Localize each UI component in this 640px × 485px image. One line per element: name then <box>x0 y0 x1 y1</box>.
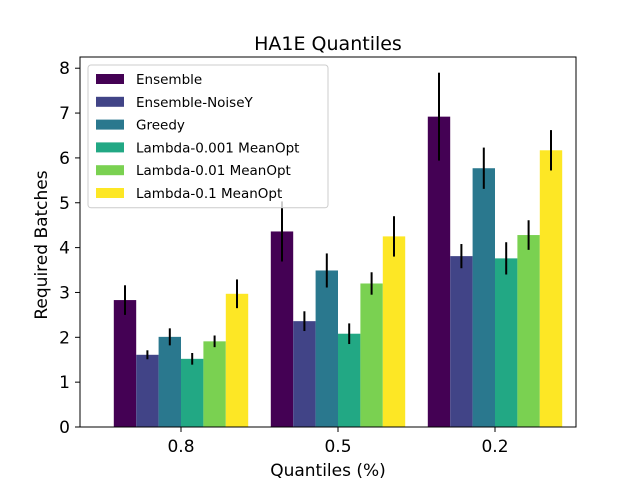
legend-label: Lambda-0.01 MeanOpt <box>136 163 291 179</box>
bars-layer <box>113 116 563 427</box>
legend-box <box>87 64 329 209</box>
axes-layer: 0 1 2 3 4 5 6 7 8 0.8 0.5 0.2 <box>59 56 577 457</box>
y-tick-label: 2 <box>59 328 70 348</box>
y-tick-label: 1 <box>59 373 70 393</box>
error-bars-layer <box>124 72 552 365</box>
legend-label: Ensemble-NoiseY <box>136 95 254 111</box>
legend-label: Lambda-0.1 MeanOpt <box>136 186 282 202</box>
legend-swatch <box>96 74 124 84</box>
bar-lambda-0-1-meanopt-0.8 <box>225 293 249 427</box>
bar-ensemble-noisey-0.8 <box>136 354 159 427</box>
bar-lambda-0-001-meanopt-0.5 <box>338 333 361 427</box>
bar-ensemble-noisey-0.2 <box>450 256 473 427</box>
bar-lambda-0-01-meanopt-0.2 <box>517 235 540 427</box>
y-tick-label: 5 <box>59 194 70 214</box>
bar-greedy-0.8 <box>158 336 181 427</box>
y-tick-label: 0 <box>59 418 70 438</box>
x-tick-label: 0.2 <box>481 437 508 457</box>
legend: Ensemble Ensemble-NoiseY Greedy Lambda-0.00… <box>87 64 329 209</box>
bar-ensemble-noisey-0.5 <box>293 321 316 427</box>
bar-lambda-0-001-meanopt-0.8 <box>181 358 204 427</box>
bar-ensemble-0.5 <box>270 231 294 427</box>
legend-label: Lambda-0.001 MeanOpt <box>136 140 299 156</box>
legend-swatch <box>96 188 124 198</box>
y-tick-label: 7 <box>59 104 70 124</box>
chart-title: HA1E Quantiles <box>254 33 402 55</box>
x-tick-label: 0.8 <box>167 437 194 457</box>
bar-greedy-0.5 <box>315 270 338 427</box>
legend-swatch <box>96 142 124 153</box>
bar-greedy-0.2 <box>472 168 495 427</box>
y-tick-label: 8 <box>59 59 70 79</box>
bar-lambda-0-1-meanopt-0.2 <box>539 150 563 427</box>
bar-ensemble-0.8 <box>113 300 137 427</box>
y-tick-label: 4 <box>59 239 70 259</box>
bar-lambda-0-01-meanopt-0.5 <box>360 283 383 427</box>
bar-lambda-0-001-meanopt-0.2 <box>495 258 518 427</box>
legend-swatch <box>96 165 124 176</box>
legend-label: Ensemble <box>136 72 202 88</box>
bar-lambda-0-1-meanopt-0.5 <box>382 236 406 427</box>
bar-lambda-0-01-meanopt-0.8 <box>203 341 226 427</box>
legend-label: Greedy <box>136 118 185 134</box>
legend-swatch <box>96 96 124 107</box>
y-axis-label: Required Batches <box>32 170 52 319</box>
bar-ensemble-0.2 <box>427 116 451 427</box>
y-tick-label: 3 <box>59 283 70 303</box>
legend-swatch <box>96 119 124 130</box>
x-tick-label: 0.5 <box>324 437 351 457</box>
x-axis-label: Quantiles (%) <box>270 461 386 480</box>
y-tick-label: 6 <box>59 149 70 169</box>
plot-frame <box>79 56 577 428</box>
